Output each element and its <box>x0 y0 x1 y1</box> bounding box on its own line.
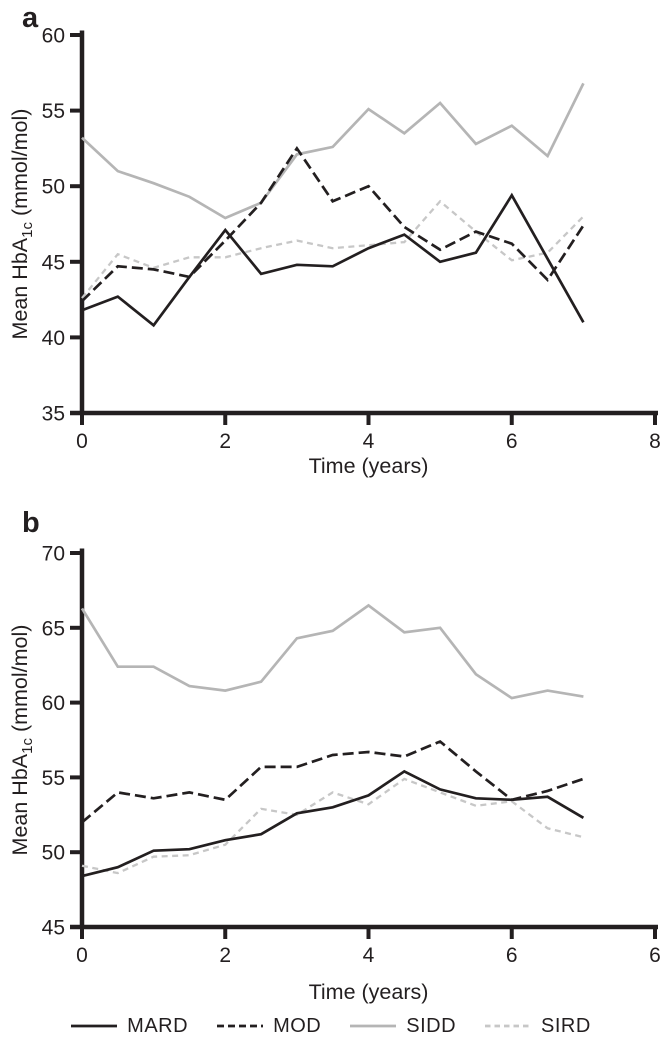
y-tick-label: 45 <box>42 251 65 274</box>
y-tick-label: 55 <box>42 767 65 790</box>
y-tick-label: 35 <box>42 403 65 426</box>
x-tick-label: 4 <box>363 944 375 967</box>
y-axis-title-b: Mean HbA1c (mmol/mol) <box>8 625 36 856</box>
legend-line-mod-icon <box>217 1024 264 1028</box>
y-tick-label: 50 <box>42 842 65 865</box>
x-tick-label: 2 <box>219 430 231 453</box>
y-axis-a: 35 40 45 50 55 60 <box>42 25 82 426</box>
legend-item-sird: SIRD <box>484 1015 591 1038</box>
x-axis-title-a: Time (years) <box>309 454 429 478</box>
legend-line-mard-icon <box>71 1024 118 1028</box>
legend-line-sird-icon <box>485 1024 532 1028</box>
line-sird-a <box>81 199 585 299</box>
y-tick-label: 55 <box>42 100 65 123</box>
y-tick-label: 70 <box>42 543 65 566</box>
legend: MARD MOD SIDD SIRD <box>0 1010 661 1042</box>
y-axis-b: 45 50 55 60 65 70 <box>42 543 82 940</box>
x-tick-label: 8 <box>649 430 661 453</box>
y-tick-label: 50 <box>42 176 65 199</box>
legend-item-sidd: SIDD <box>349 1015 456 1038</box>
x-tick-label: 0 <box>76 430 88 453</box>
chart-panel-a: 35 40 45 50 55 60 0 2 4 6 8 Time (years) Mean HbA1c … <box>8 25 661 479</box>
legend-item-mard: MARD <box>70 1015 188 1038</box>
y-tick-label: 45 <box>42 917 65 940</box>
x-axis-title-b: Time (years) <box>309 980 429 1004</box>
x-axis-b: 0 2 4 6 6 <box>76 927 661 967</box>
chart-panel-b: 45 50 55 60 65 70 0 2 4 6 6 Time (years) Mean HbA1c … <box>8 543 661 1005</box>
y-axis-title-a: Mean HbA1c (mmol/mol) <box>8 109 36 340</box>
x-tick-label: 6 <box>506 430 518 453</box>
y-tick-label: 40 <box>42 327 65 350</box>
x-tick-label: 6 <box>649 944 661 967</box>
y-tick-label: 60 <box>42 25 65 48</box>
panel-b-label: b <box>22 507 40 539</box>
y-tick-label: 60 <box>42 692 65 715</box>
line-sird-b <box>81 777 584 875</box>
axes-a <box>70 30 658 416</box>
y-tick-label: 65 <box>42 617 65 640</box>
line-mard-a <box>81 192 585 328</box>
line-mod-b <box>81 739 584 824</box>
legend-line-sidd-icon <box>350 1024 397 1028</box>
legend-label-sidd: SIDD <box>406 1014 457 1037</box>
legend-label-mod: MOD <box>273 1014 322 1037</box>
legend-label-mard: MARD <box>127 1014 189 1037</box>
line-mard-b <box>81 769 585 878</box>
legend-item-mod: MOD <box>216 1015 321 1038</box>
x-tick-label: 6 <box>506 944 518 967</box>
x-tick-label: 4 <box>363 430 375 453</box>
axes-b <box>70 548 658 930</box>
legend-label-sird: SIRD <box>541 1014 591 1037</box>
x-tick-label: 2 <box>219 944 231 967</box>
line-sidd-a <box>81 82 585 220</box>
x-axis-a: 0 2 4 6 8 <box>76 413 661 453</box>
line-mod-a <box>81 145 585 303</box>
panel-a-label: a <box>22 2 39 34</box>
line-sidd-b <box>80 603 584 700</box>
x-tick-label: 0 <box>76 944 88 967</box>
